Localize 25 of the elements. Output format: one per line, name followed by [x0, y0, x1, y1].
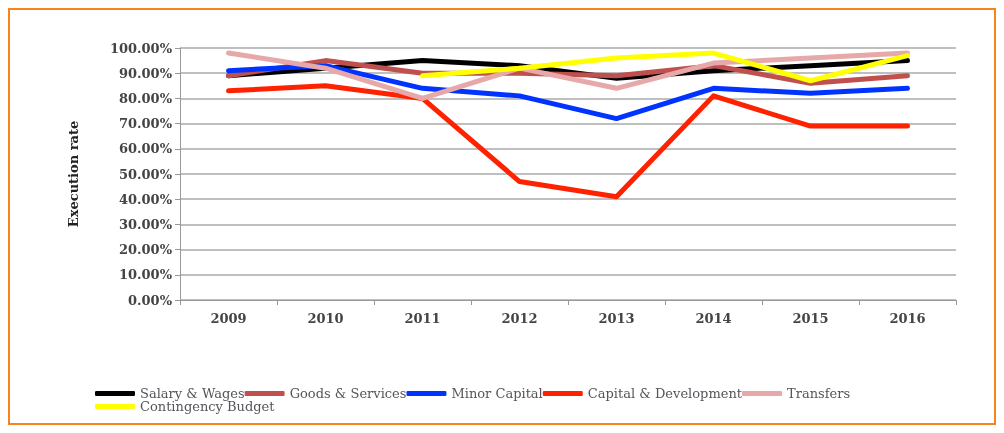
x-tick-label: 2010	[307, 311, 344, 326]
x-tick-label: 2014	[695, 311, 732, 326]
y-tick-label: 20.00%	[118, 242, 173, 258]
x-tick-label: 2011	[404, 311, 441, 326]
x-tick-label: 2012	[501, 311, 538, 326]
y-tick-label: 80.00%	[118, 90, 173, 106]
legend-label: Salary & Wages	[140, 386, 245, 401]
x-tick-label: 2013	[598, 311, 635, 326]
x-tick-label: 2009	[210, 311, 247, 326]
y-tick-label: 10.00%	[118, 267, 173, 283]
y-tick-label: 30.00%	[118, 216, 173, 232]
y-tick-label: 70.00%	[118, 116, 173, 132]
x-tick-label: 2016	[889, 311, 926, 326]
y-axis-title: Execution rate	[66, 120, 81, 228]
legend-label: Minor Capital	[451, 386, 543, 401]
y-tick-label: 40.00%	[118, 191, 173, 207]
x-tick-label: 2015	[792, 311, 829, 326]
y-tick-label: 50.00%	[118, 166, 173, 182]
y-tick-label: 90.00%	[118, 65, 173, 81]
legend-label: Goods & Services	[289, 386, 407, 401]
y-tick-label: 100.00%	[109, 40, 173, 56]
legend-label: Transfers	[787, 386, 851, 401]
legend-label: Capital & Development	[587, 386, 743, 401]
y-tick-label: 60.00%	[118, 141, 173, 157]
y-tick-label: 0.00%	[127, 292, 173, 308]
